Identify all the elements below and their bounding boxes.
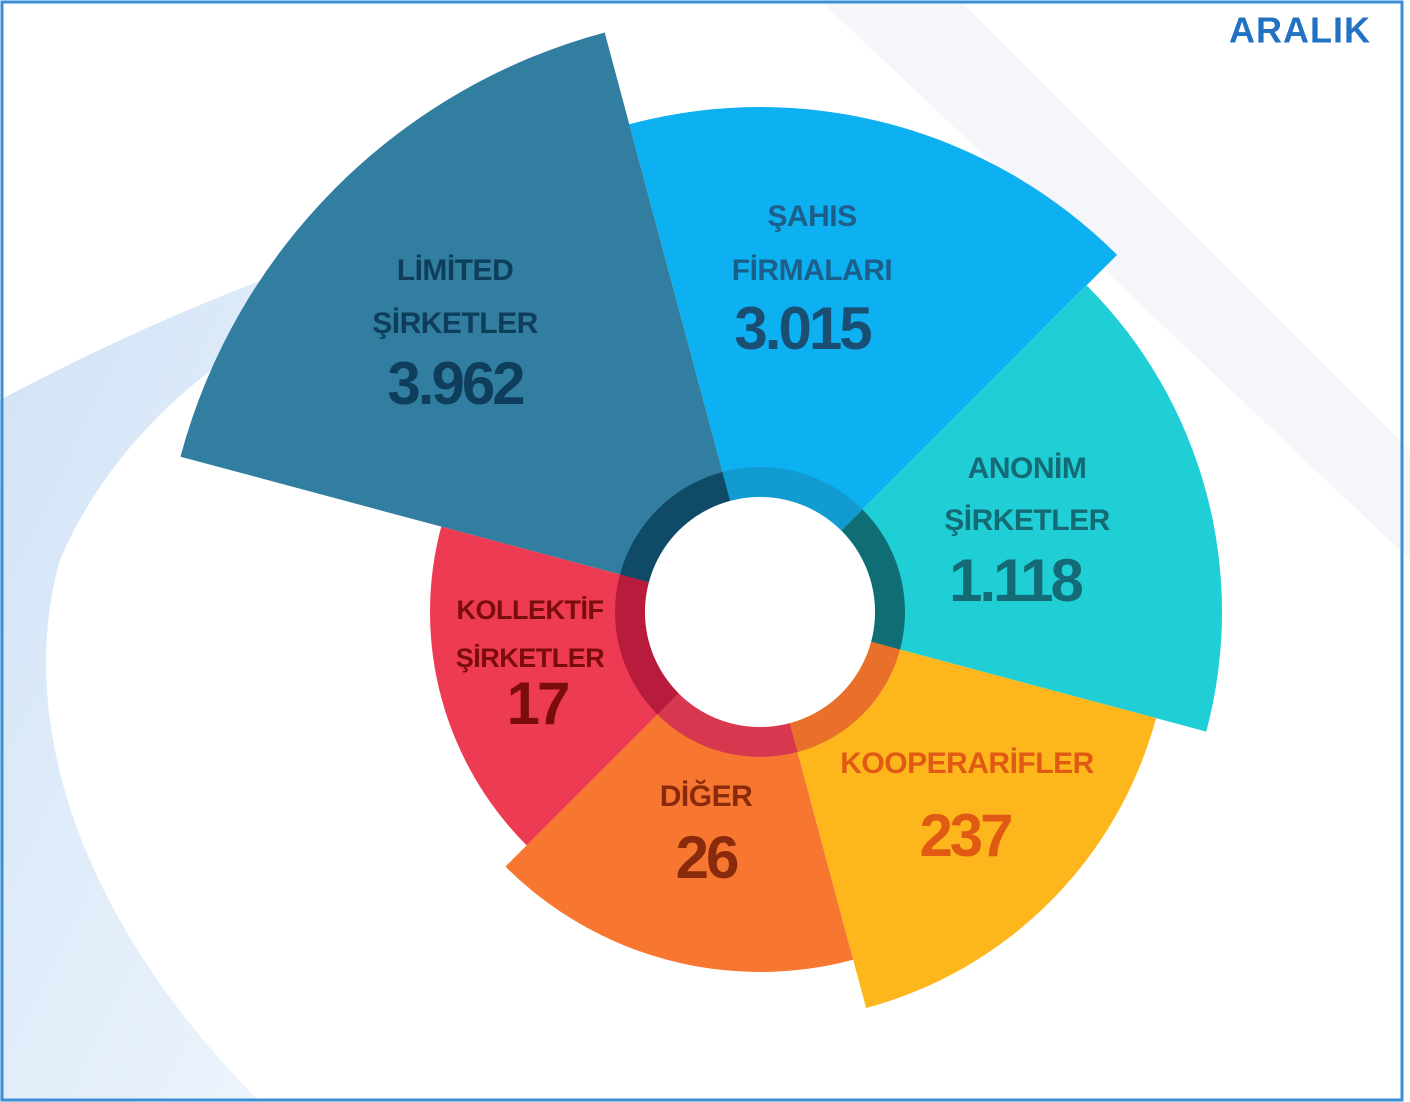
segment-value: 1.118 [949, 547, 1082, 614]
segment-label: KOLLEKTİF [457, 595, 604, 625]
infographic: ARALIK LİMİTED ŞİRKETLER 3.962 ŞAHIS FİR… [0, 0, 1410, 1102]
segment-value: 17 [507, 670, 568, 737]
segment-value: 26 [676, 824, 738, 891]
segment-label: ŞİRKETLER [372, 307, 538, 340]
segment-label: DİĞER [660, 779, 753, 813]
segment-label: ŞİRKETLER [456, 643, 605, 673]
segment-label: FİRMALARI [732, 254, 892, 287]
segment-label: KOOPERARİFLER [840, 747, 1094, 780]
title: ARALIK [1229, 10, 1371, 51]
segment-value: 237 [919, 802, 1011, 869]
segment-value: 3.962 [387, 350, 523, 417]
center-hole [645, 497, 875, 727]
segment-value: 3.015 [734, 295, 871, 362]
segment-label: LİMİTED [397, 254, 514, 287]
segment-label: ŞİRKETLER [944, 504, 1110, 537]
segment-label: ANONİM [968, 452, 1087, 485]
segment-label: ŞAHIS [767, 200, 856, 233]
